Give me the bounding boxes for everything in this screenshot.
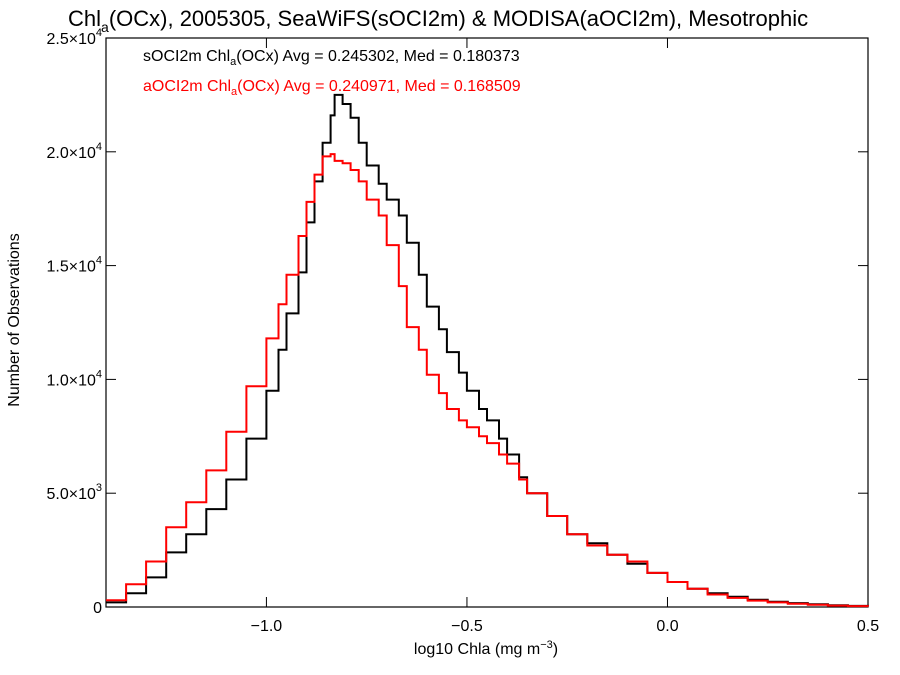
y-tick-label: 2.0×104 [46,141,102,162]
chart-title-rest: (OCx), 2005305, SeaWiFS(sOCI2m) & MODISA… [109,6,808,31]
legend-entry-black-sub: a [230,56,237,68]
legend-entry-red-suffix: (OCx) Avg = 0.240971, Med = 0.168509 [237,78,521,95]
x-tick-label: −1.0 [251,618,283,635]
legend-entry-red: aOCI2m Chla(OCx) Avg = 0.240971, Med = 0… [143,78,521,98]
chart-title: Chla(OCx), 2005305, SeaWiFS(sOCI2m) & MO… [68,6,808,35]
x-tick-label: 0.5 [857,618,879,635]
plot-area: −1.0 −0.5 0.0 0.5 0 5.0×103 1.0×104 1.5×104 2.0×… [46,27,879,635]
x-axis-label-main: log10 Chla (mg m [414,641,540,658]
plot-frame [105,37,869,608]
y-axis-label: Number of Observations [6,233,23,406]
y-tick-label: 2.5×104 [46,27,102,48]
x-axis-label-end: ) [553,641,558,658]
y-tick-label: 1.0×104 [46,368,102,389]
chart-title-main: Chl [68,6,101,31]
legend-entry-red-sub: a [231,86,238,98]
legend-entry-black-prefix: sOCI2m Chl [143,48,230,65]
y-tick-label: 0 [93,600,102,617]
series-line-black [106,93,869,607]
x-axis-label-sup: −3 [540,639,553,651]
y-tick-label: 5.0×103 [46,482,102,503]
x-tick-label: −0.5 [451,618,483,635]
series-line-red [106,153,869,608]
legend-entry-black: sOCI2m Chla(OCx) Avg = 0.245302, Med = 0… [143,48,520,68]
legend-entry-red-prefix: aOCI2m Chl [143,78,231,95]
x-axis-label: log10 Chla (mg m−3) [414,639,558,658]
legend-entry-black-suffix: (OCx) Avg = 0.245302, Med = 0.180373 [236,48,520,65]
chart-title-sub: a [101,19,109,35]
x-tick-label: 0.0 [656,618,678,635]
y-tick-label: 1.5×104 [46,255,102,276]
